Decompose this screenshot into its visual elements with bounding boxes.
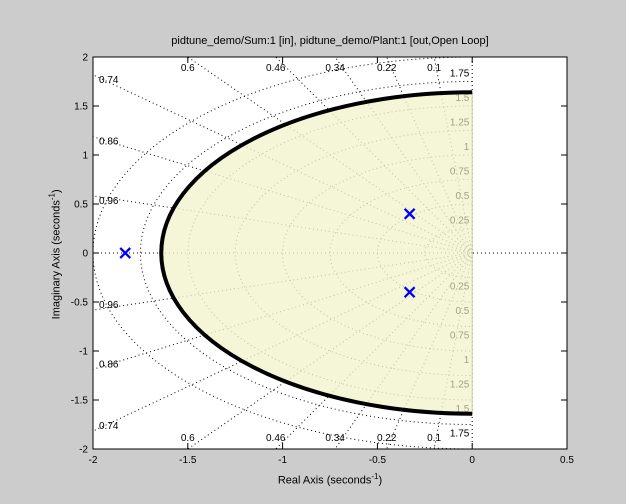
damping-label: 0.34 <box>325 63 345 74</box>
pole-marker[interactable] <box>403 286 416 299</box>
frequency-label: 1 <box>464 355 470 366</box>
damping-label: 0.86 <box>99 359 119 370</box>
y-axis-label-text: Imaginary Axis (seconds <box>50 199 63 320</box>
y-tick-label: 1 <box>82 151 88 162</box>
y-tick-label: -0.5 <box>71 298 89 309</box>
y-axis-label-suffix: ) <box>50 188 63 193</box>
y-tick-label: -1.5 <box>71 396 89 407</box>
x-tick-label: -1 <box>278 455 287 466</box>
damping-label: 0.46 <box>266 63 286 74</box>
damping-label: 0.96 <box>99 300 119 311</box>
axis-ticks <box>92 56 568 450</box>
damping-label: 0.6 <box>181 63 195 74</box>
x-tick-label: 0 <box>469 455 475 466</box>
y-tick-label: 0.5 <box>74 200 88 211</box>
frequency-label: 0.75 <box>450 330 470 341</box>
frequency-label: 1.75 <box>450 428 470 439</box>
pole-markers[interactable] <box>119 207 416 299</box>
damping-label: 0.74 <box>99 421 119 432</box>
damping-label: 0.74 <box>99 75 119 86</box>
y-tick-label: 1.5 <box>74 102 88 113</box>
frequency-label: 1.25 <box>450 118 470 129</box>
frequency-label: 1 <box>464 142 470 153</box>
x-axis-label-sup: -1 <box>371 472 379 481</box>
x-tick-label: -2 <box>89 455 98 466</box>
frequency-label: 0.75 <box>450 167 470 178</box>
x-tick-label: -0.5 <box>369 455 387 466</box>
y-axis-label-sup: -1 <box>47 192 57 200</box>
damping-label: 0.6 <box>181 433 195 444</box>
frequency-label: 1.5 <box>455 404 469 415</box>
damping-label: 0.22 <box>377 433 397 444</box>
y-tick-label: 2 <box>82 53 88 64</box>
frequency-label: 1.25 <box>450 379 470 390</box>
x-axis-label: Real Axis (seconds-1) <box>93 472 567 487</box>
pole-marker[interactable] <box>119 247 132 259</box>
frequency-label: 1.75 <box>450 69 470 80</box>
frequency-label: 0.25 <box>450 281 470 292</box>
plot-title: pidtune_demo/Sum:1 [in], pidtune_demo/Pl… <box>171 35 489 47</box>
frequency-label: 0.5 <box>455 191 469 202</box>
pole-marker[interactable] <box>403 207 416 220</box>
frequency-label: 0.5 <box>455 306 469 317</box>
stability-boundary <box>159 90 473 416</box>
y-tick-label: -1 <box>79 347 88 358</box>
damping-label: 0.22 <box>377 63 397 74</box>
frequency-label: 0.25 <box>450 216 470 227</box>
damping-label: 0.96 <box>99 196 119 207</box>
y-tick-label: -2 <box>79 445 88 456</box>
x-tick-label: 0.5 <box>560 455 574 466</box>
damping-label: 0.1 <box>427 63 441 74</box>
y-tick-label: 0 <box>82 249 88 260</box>
damping-label: 0.46 <box>266 433 286 444</box>
x-axis-label-suffix: ) <box>378 474 383 487</box>
damping-label: 0.86 <box>99 137 119 148</box>
damping-label: 0.1 <box>427 433 441 444</box>
y-axis-label: Imaginary Axis (seconds-1) <box>25 54 85 454</box>
x-axis-label-text: Real Axis (seconds <box>277 474 372 487</box>
damping-label: 0.34 <box>325 433 345 444</box>
x-tick-label: -1.5 <box>179 455 197 466</box>
frequency-label: 1.5 <box>455 93 469 104</box>
